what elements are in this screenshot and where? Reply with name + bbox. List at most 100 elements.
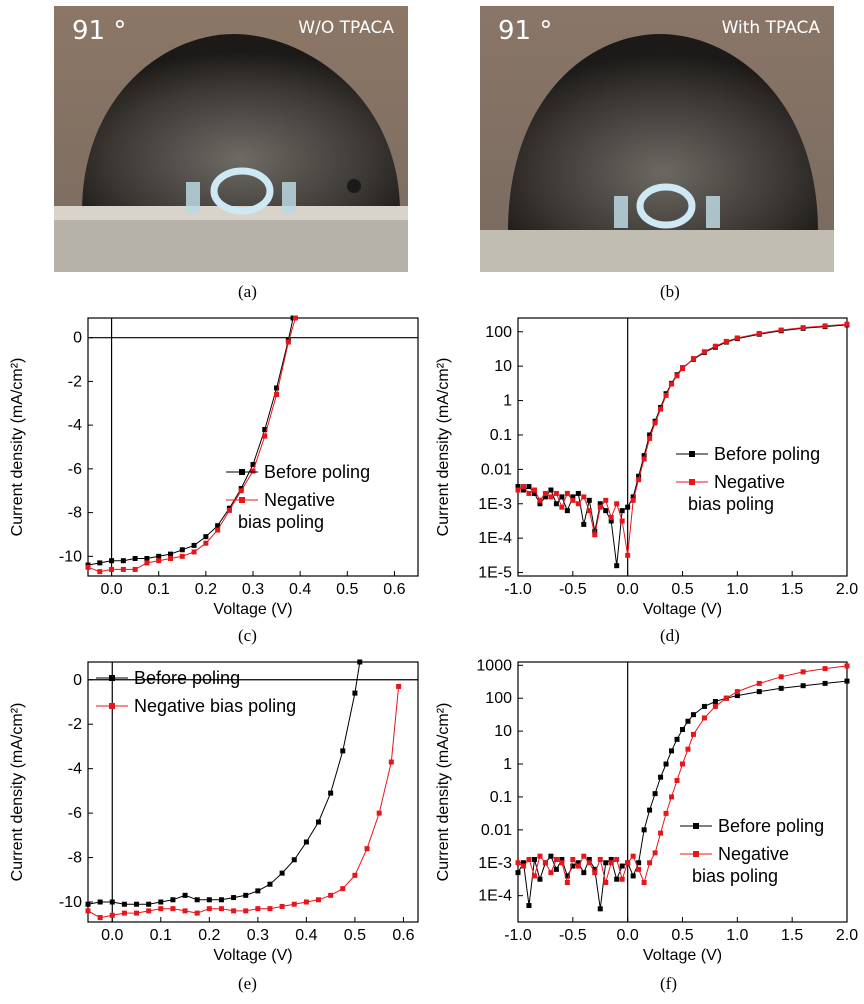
data-point — [542, 860, 548, 866]
x-tick-label: 2.0 — [836, 581, 858, 598]
data-point — [712, 698, 718, 704]
data-point — [537, 853, 543, 859]
data-point — [564, 508, 570, 514]
data-point — [243, 892, 249, 898]
data-point — [592, 532, 598, 538]
data-point — [548, 494, 554, 500]
data-point — [267, 881, 273, 887]
data-point — [352, 690, 358, 696]
data-point — [597, 906, 603, 912]
data-point — [570, 863, 576, 869]
data-point — [822, 680, 828, 686]
y-tick-label: 1000 — [476, 657, 512, 674]
y-tick-label: 10 — [494, 358, 512, 375]
data-point — [608, 515, 614, 521]
data-point — [658, 830, 664, 836]
x-tick-label: 0.4 — [289, 581, 311, 598]
y-tick-label: -8 — [68, 850, 82, 867]
legend-label: Negative — [718, 844, 789, 864]
data-point — [250, 468, 256, 474]
data-point — [194, 910, 200, 916]
x-tick-label: 0.6 — [383, 581, 405, 598]
data-point — [734, 693, 740, 699]
legend-label: Negative — [264, 490, 335, 510]
data-point — [215, 523, 221, 529]
data-point — [559, 504, 565, 510]
x-tick-label: 0.2 — [195, 581, 217, 598]
y-tick-label: 1E-4 — [478, 888, 512, 905]
y-tick-label: 0.1 — [490, 427, 512, 444]
data-point — [647, 807, 653, 813]
data-point — [570, 494, 576, 500]
data-point — [255, 888, 261, 894]
data-point — [132, 566, 138, 572]
y-tick-label: 1 — [503, 393, 512, 410]
legend-label: Negative bias poling — [134, 696, 296, 716]
data-point — [132, 556, 138, 562]
data-point — [388, 759, 394, 765]
data-point — [581, 521, 587, 527]
data-point — [822, 666, 828, 672]
x-tick-label: 0.2 — [198, 927, 220, 944]
condition-label: W/O TPACA — [298, 18, 394, 38]
legend-label: bias poling — [688, 494, 774, 514]
data-point — [723, 338, 729, 344]
x-tick-label: 0.6 — [392, 927, 414, 944]
data-point — [734, 335, 740, 341]
data-point — [548, 487, 554, 493]
data-point — [121, 910, 127, 916]
data-point — [685, 746, 691, 752]
data-point — [120, 566, 126, 572]
data-point — [279, 870, 285, 876]
data-point — [85, 908, 91, 914]
x-tick-label: 1.0 — [726, 927, 748, 944]
data-point — [156, 553, 162, 559]
data-point — [603, 880, 609, 886]
data-point — [255, 906, 261, 912]
data-point — [226, 507, 232, 513]
data-point — [619, 863, 625, 869]
data-point — [641, 827, 647, 833]
data-point — [215, 527, 221, 533]
legend-swatch-marker — [689, 451, 695, 457]
x-tick-label: 0.0 — [101, 927, 123, 944]
data-point — [515, 487, 521, 493]
data-point — [581, 853, 587, 859]
data-point — [158, 906, 164, 912]
data-point — [586, 860, 592, 866]
legend-label: bias poling — [238, 512, 324, 532]
data-point — [619, 518, 625, 524]
data-point — [182, 892, 188, 898]
panel-label-d: (d) — [660, 626, 680, 645]
data-point — [685, 718, 691, 724]
data-point — [575, 860, 581, 866]
series-line — [87, 686, 400, 919]
y-tick-label: 1E-3 — [478, 496, 512, 513]
data-point — [756, 330, 762, 336]
data-point — [597, 501, 603, 507]
data-point — [531, 487, 537, 493]
data-point — [690, 356, 696, 362]
y-tick-label: -2 — [68, 373, 82, 390]
data-point — [712, 703, 718, 709]
data-point — [250, 461, 256, 467]
data-point — [586, 856, 592, 862]
data-point — [144, 560, 150, 566]
y-tick-label: -10 — [59, 894, 82, 911]
data-point — [553, 490, 559, 496]
data-point — [179, 547, 185, 553]
data-point — [231, 895, 237, 901]
series-line — [517, 323, 848, 556]
x-tick-label: 2.0 — [836, 927, 858, 944]
data-point — [191, 542, 197, 548]
data-point — [658, 774, 664, 780]
data-point — [641, 456, 647, 462]
x-tick-label: 0.0 — [617, 581, 639, 598]
legend-label: bias poling — [692, 866, 778, 886]
data-point — [218, 906, 224, 912]
x-axis-label: Voltage (V) — [643, 947, 722, 964]
data-point — [658, 406, 664, 412]
data-point — [608, 860, 614, 866]
data-point — [548, 853, 554, 859]
data-point — [614, 501, 620, 507]
